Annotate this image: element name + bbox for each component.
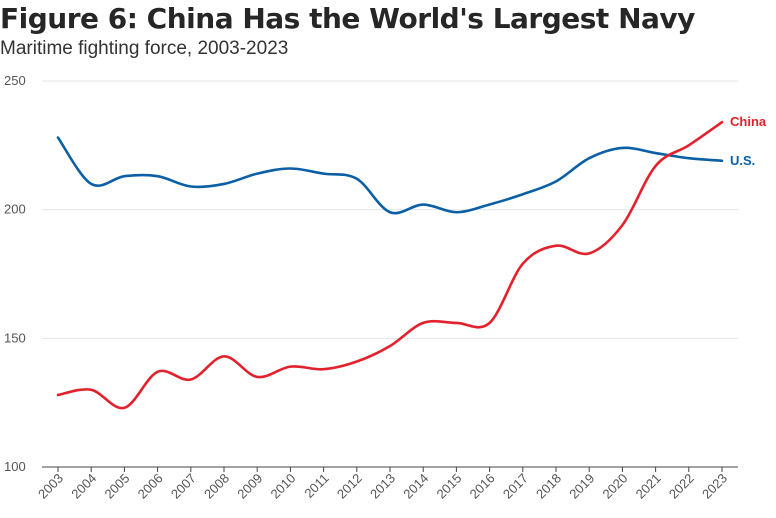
- x-tick-label: 2010: [267, 471, 298, 502]
- y-axis-ticks: 100 150 200 250: [4, 73, 26, 474]
- series-line-china: [56, 120, 724, 410]
- x-tick-label: 2009: [234, 471, 265, 502]
- x-tick-label: 2013: [367, 471, 398, 502]
- x-tick-label: 2019: [566, 471, 597, 502]
- x-tick-label: 2005: [101, 471, 132, 502]
- y-tick-label: 150: [4, 330, 26, 345]
- x-tick-label: 2016: [467, 471, 498, 502]
- x-tick-label: 2022: [666, 471, 697, 502]
- x-tick-label: 2015: [433, 471, 464, 502]
- y-tick-label: 200: [4, 202, 26, 217]
- x-tick-label: 2020: [599, 471, 630, 502]
- series-lines: [56, 120, 724, 410]
- series-label-us: U.S.: [730, 153, 755, 168]
- x-tick-label: 2017: [500, 471, 531, 502]
- x-tick-label: 2018: [533, 471, 564, 502]
- x-tick-label: 2014: [400, 471, 431, 502]
- x-tick-label: 2006: [135, 471, 166, 502]
- x-tick-label: 2004: [68, 471, 99, 502]
- series-line-us: [56, 136, 724, 215]
- x-tick-label: 2012: [334, 471, 365, 502]
- series-label-china: China: [730, 114, 767, 129]
- x-tick-label: 2007: [168, 471, 199, 502]
- gridlines: [42, 80, 738, 468]
- chart-title: Figure 6: China Has the World's Largest …: [0, 2, 695, 35]
- x-axis-ticks: 2003 2004 2005 2006 2007 2008 2009 2010 2011 2012…: [35, 467, 730, 502]
- chart-subtitle: Maritime fighting force, 2003-2023: [0, 38, 289, 59]
- x-tick-label: 2021: [633, 471, 664, 502]
- x-tick-label: 2003: [35, 471, 66, 502]
- y-tick-label: 100: [4, 459, 26, 474]
- series-labels: U.S. China: [730, 114, 767, 168]
- x-tick-label: 2011: [301, 471, 331, 501]
- y-tick-label: 250: [4, 73, 26, 88]
- x-tick-label: 2023: [699, 471, 730, 502]
- x-tick-label: 2008: [201, 471, 232, 502]
